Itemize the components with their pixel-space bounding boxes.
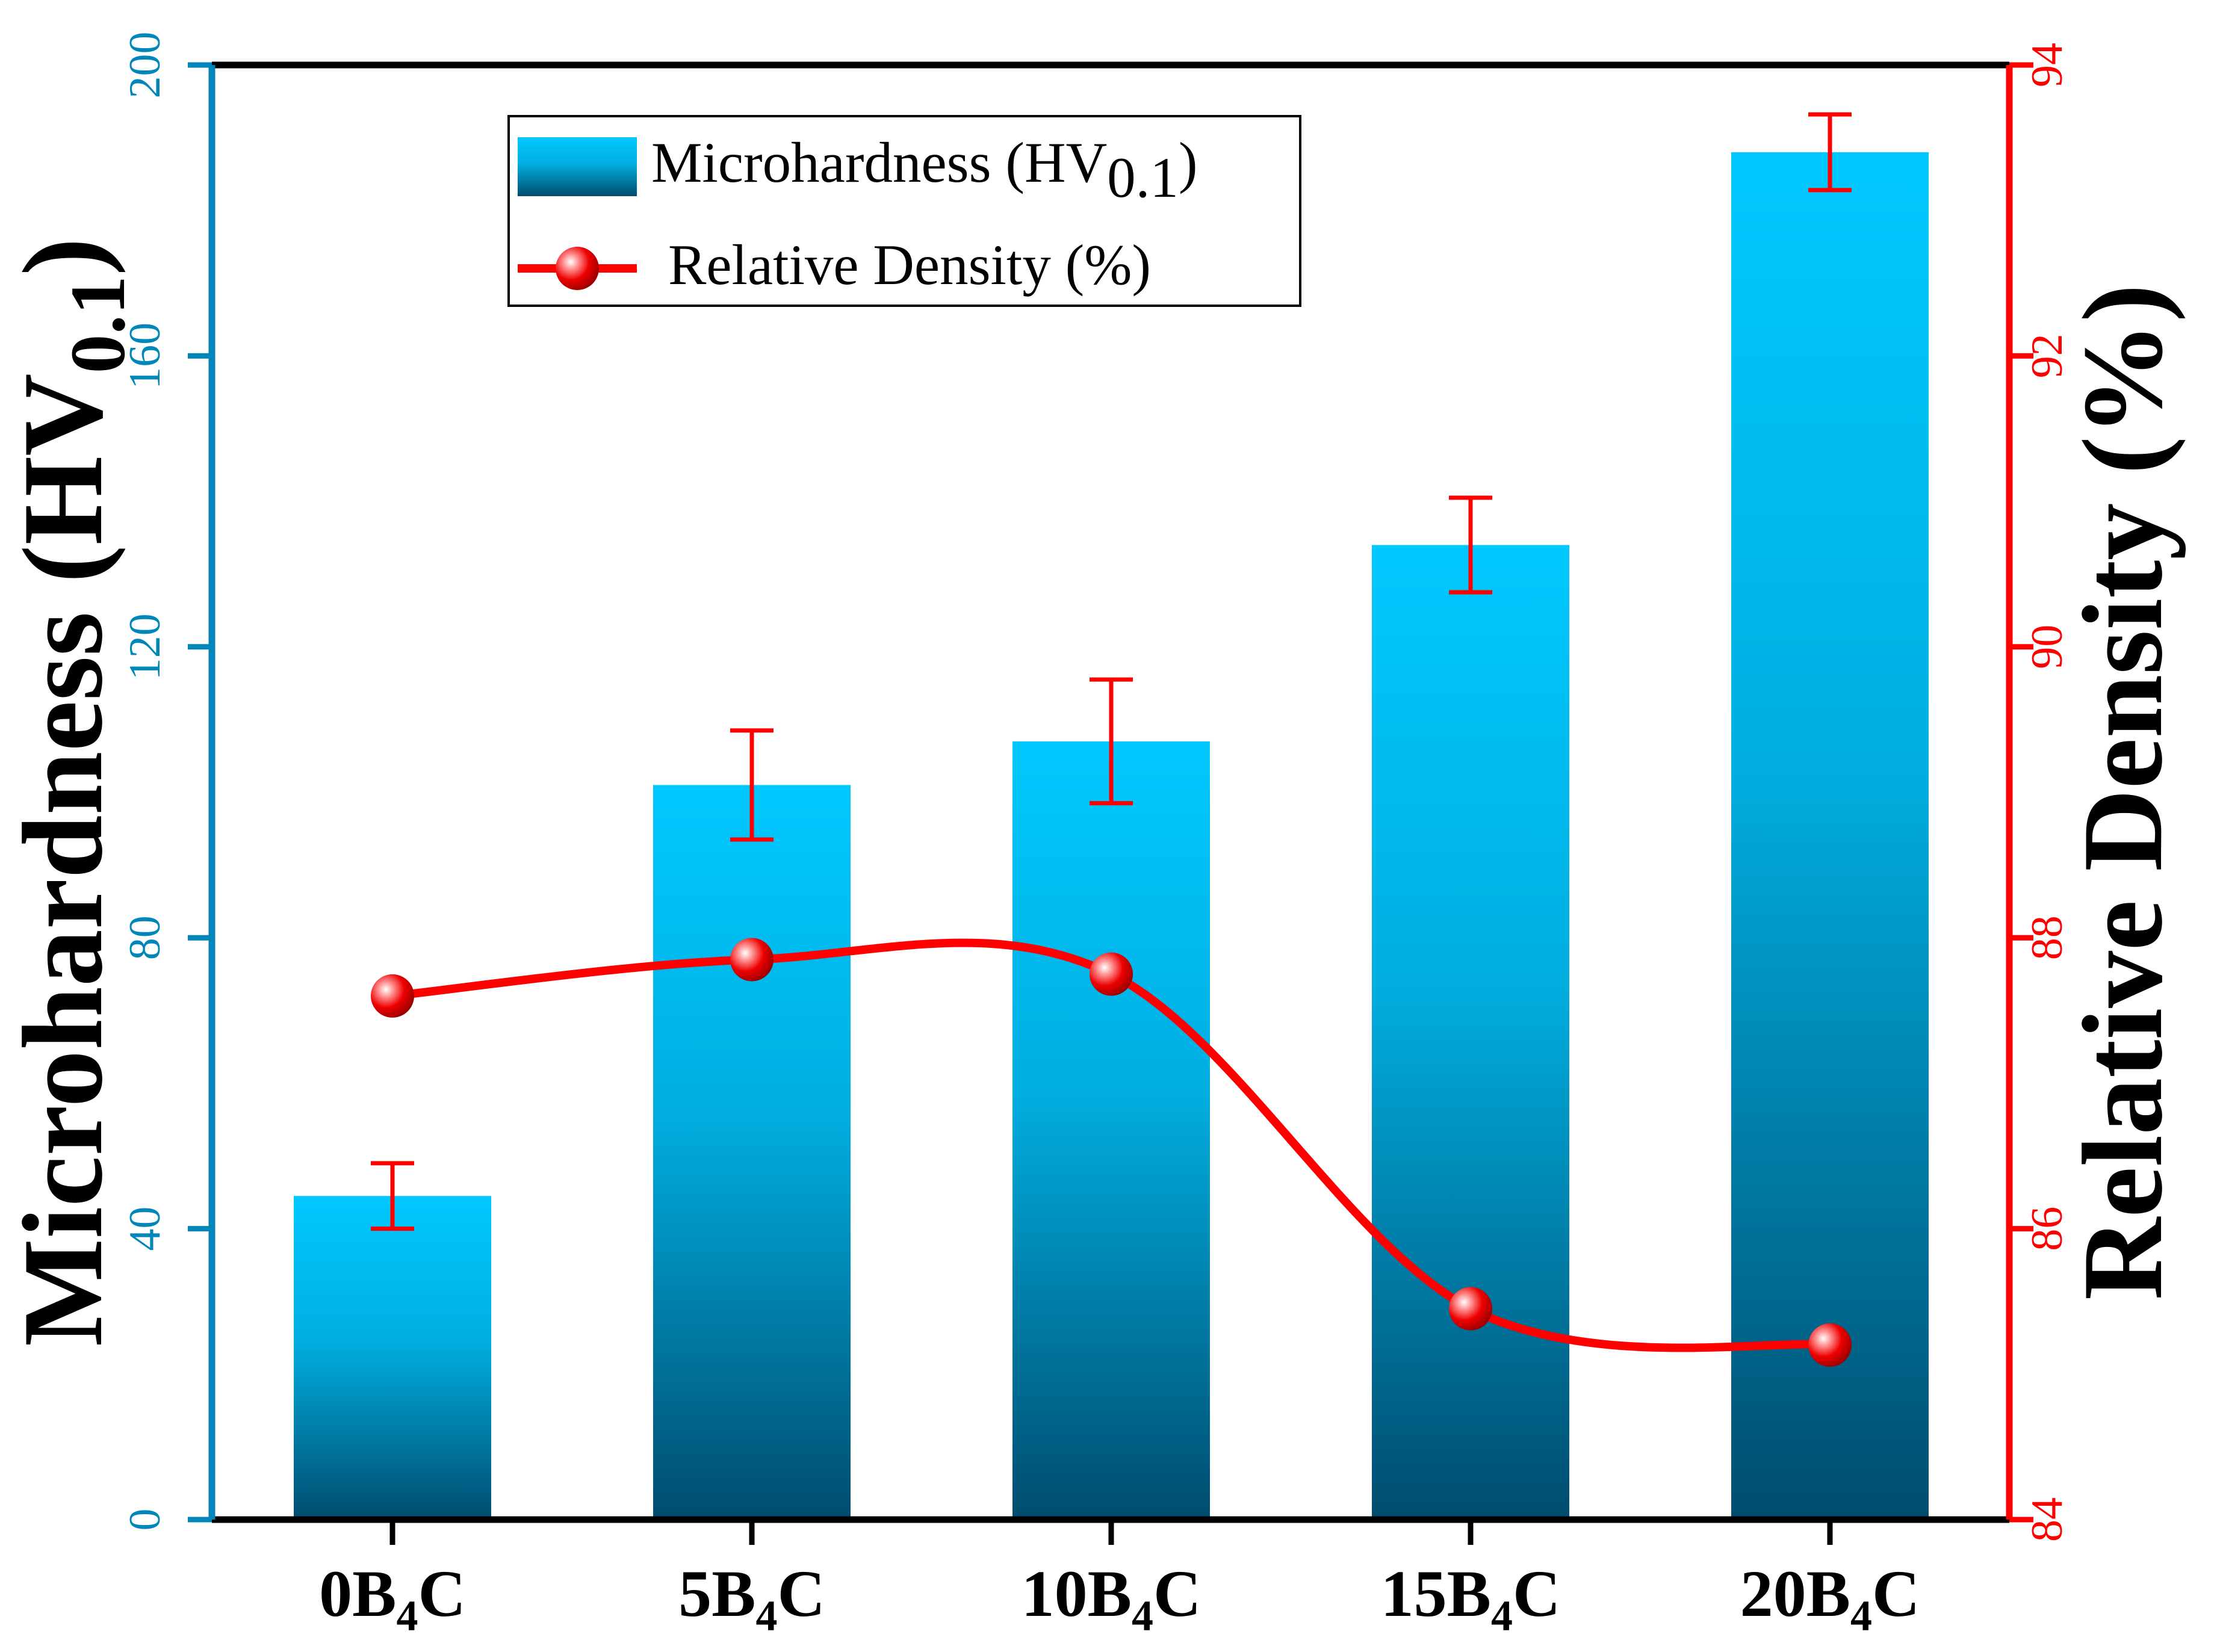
legend-bar-swatch (518, 137, 637, 196)
density-marker-0B4C (371, 974, 414, 1018)
density-marker-10B4C (1090, 952, 1133, 996)
right-y-axis-ticks: 84 86 88 90 92 94 (2009, 43, 2072, 1542)
bar-20B4C (1731, 152, 1929, 1520)
density-marker-15B4C (1449, 1287, 1492, 1331)
legend-bar-label: Microhardness (HV0.1) (651, 131, 1198, 209)
x-axis: 0B4C 5B4C 10B4C 15B4C 20B4C (319, 1520, 1920, 1640)
legend-line-marker (556, 247, 599, 290)
error-bar-0B4C (371, 1161, 414, 1231)
left-y-tick-label: 160 (120, 323, 170, 389)
left-axis-title: Microhardness (HV0.1) (0, 238, 141, 1346)
left-axis-title-close: ) (0, 238, 126, 276)
x-tick-label: 20B4C (1740, 1557, 1920, 1640)
right-y-tick-label: 92 (2023, 333, 2072, 378)
right-y-tick-label: 88 (2023, 915, 2072, 960)
error-bar-group (371, 112, 1852, 1231)
x-tick-label: 5B4C (678, 1557, 825, 1640)
right-y-tick-label: 86 (2023, 1207, 2072, 1251)
legend-bar-label-sub: 0.1 (1107, 146, 1179, 209)
left-y-axis-ticks: 0 40 80 120 160 200 (120, 32, 212, 1531)
left-y-tick-label: 40 (120, 1207, 170, 1251)
x-tick-label: 15B4C (1381, 1557, 1561, 1640)
marker-group (371, 938, 1852, 1367)
legend-bar-label-close: ) (1179, 131, 1198, 194)
error-bar-5B4C (730, 728, 774, 842)
bar-0B4C (294, 1196, 491, 1520)
error-bar-15B4C (1449, 495, 1492, 595)
x-tick-label: 10B4C (1022, 1557, 1201, 1640)
density-marker-20B4C (1808, 1323, 1852, 1367)
x-tick-label: 0B4C (319, 1557, 466, 1640)
bar-15B4C (1372, 545, 1569, 1520)
right-y-tick-label: 94 (2023, 43, 2072, 87)
error-bar-20B4C (1808, 112, 1852, 193)
legend-line-label: Relative Density (%) (668, 233, 1151, 297)
error-bar-10B4C (1090, 677, 1133, 806)
bar-group (294, 152, 1929, 1520)
left-y-tick-label: 200 (120, 32, 170, 99)
bar-10B4C (1012, 741, 1210, 1520)
right-y-tick-label: 84 (2023, 1497, 2072, 1542)
left-axis-title-main: Microhardness (HV (0, 374, 126, 1347)
left-y-tick-label: 0 (120, 1509, 170, 1531)
right-y-tick-label: 90 (2023, 625, 2072, 669)
legend: Microhardness (HV0.1) Relative Density (… (507, 115, 1301, 307)
left-axis-title-sub: 0.1 (55, 276, 141, 374)
bar-5B4C (653, 785, 851, 1520)
left-y-tick-label: 80 (120, 915, 170, 960)
legend-box (507, 115, 1301, 307)
left-y-tick-label: 120 (120, 613, 170, 680)
right-axis-title: Relative Density (%) (2060, 284, 2186, 1300)
density-marker-5B4C (730, 938, 774, 982)
legend-bar-label-main: Microhardness (HV (651, 131, 1107, 194)
